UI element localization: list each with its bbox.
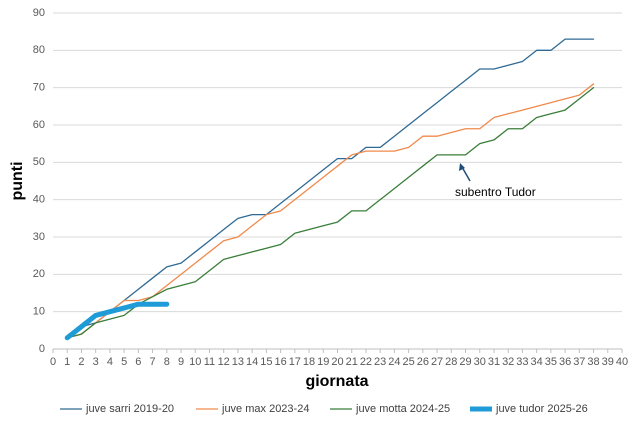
x-tick-label: 8 xyxy=(164,356,170,368)
y-tick-label: 40 xyxy=(33,194,45,206)
series-line xyxy=(64,301,170,341)
x-tick-label: 9 xyxy=(178,356,184,368)
y-tick-label: 60 xyxy=(33,119,45,131)
x-tick-label: 15 xyxy=(260,356,272,368)
x-tick-label: 30 xyxy=(474,356,486,368)
x-tick-label: 32 xyxy=(502,356,514,368)
x-tick-label: 5 xyxy=(121,356,127,368)
y-tick-label: 0 xyxy=(39,343,45,355)
x-tick-label: 31 xyxy=(488,356,500,368)
x-tick-label: 28 xyxy=(445,356,457,368)
x-tick-label: 17 xyxy=(289,356,301,368)
x-tick-label: 20 xyxy=(331,356,343,368)
x-axis-label: giornata xyxy=(305,373,368,390)
series-line xyxy=(66,87,595,339)
x-tick-label: 0 xyxy=(50,356,56,368)
annotation: subentro Tudor xyxy=(455,185,536,199)
y-tick-label: 70 xyxy=(33,82,45,94)
x-tick-label: 38 xyxy=(587,356,599,368)
annotation-arrowhead xyxy=(459,163,465,171)
x-tick-label: 36 xyxy=(559,356,571,368)
x-tick-label: 24 xyxy=(388,356,400,368)
y-tick-label: 90 xyxy=(33,7,45,19)
x-tick-label: 3 xyxy=(93,356,99,368)
y-tick-label: 20 xyxy=(33,268,45,280)
series-line xyxy=(66,38,595,339)
x-tick-label: 21 xyxy=(346,356,358,368)
x-tick-label: 29 xyxy=(459,356,471,368)
x-tick-label: 35 xyxy=(545,356,557,368)
x-tick-label: 10 xyxy=(189,356,201,368)
x-tick-label: 25 xyxy=(403,356,415,368)
x-tick-label: 18 xyxy=(303,356,315,368)
x-tick-label: 16 xyxy=(274,356,286,368)
legend-label: juve max 2023-24 xyxy=(221,403,309,415)
x-tick-label: 40 xyxy=(616,356,628,368)
x-tick-label: 34 xyxy=(531,356,543,368)
x-tick-label: 6 xyxy=(135,356,141,368)
x-tick-label: 22 xyxy=(360,356,372,368)
y-tick-label: 80 xyxy=(33,44,45,56)
x-tick-label: 39 xyxy=(602,356,614,368)
x-tick-label: 7 xyxy=(150,356,156,368)
legend-label: juve tudor 2025-26 xyxy=(495,403,588,415)
y-tick-label: 10 xyxy=(33,306,45,318)
y-axis-label: punti xyxy=(9,161,26,200)
x-tick-label: 19 xyxy=(317,356,329,368)
x-tick-label: 37 xyxy=(573,356,585,368)
x-tick-label: 11 xyxy=(204,356,215,368)
y-tick-label: 30 xyxy=(33,231,45,243)
legend-label: juve motta 2024-25 xyxy=(355,403,450,415)
x-tick-label: 27 xyxy=(431,356,443,368)
legend-label: juve sarri 2019-20 xyxy=(85,403,174,415)
x-tick-label: 14 xyxy=(246,356,258,368)
x-tick-label: 2 xyxy=(78,356,84,368)
x-tick-label: 33 xyxy=(516,356,528,368)
x-tick-label: 13 xyxy=(232,356,244,368)
x-tick-label: 23 xyxy=(374,356,386,368)
annotation-arrow xyxy=(461,166,471,182)
x-tick-label: 26 xyxy=(417,356,429,368)
x-tick-label: 1 xyxy=(64,356,70,368)
x-tick-label: 4 xyxy=(107,356,113,368)
x-tick-label: 12 xyxy=(218,356,230,368)
y-tick-label: 50 xyxy=(33,156,45,168)
